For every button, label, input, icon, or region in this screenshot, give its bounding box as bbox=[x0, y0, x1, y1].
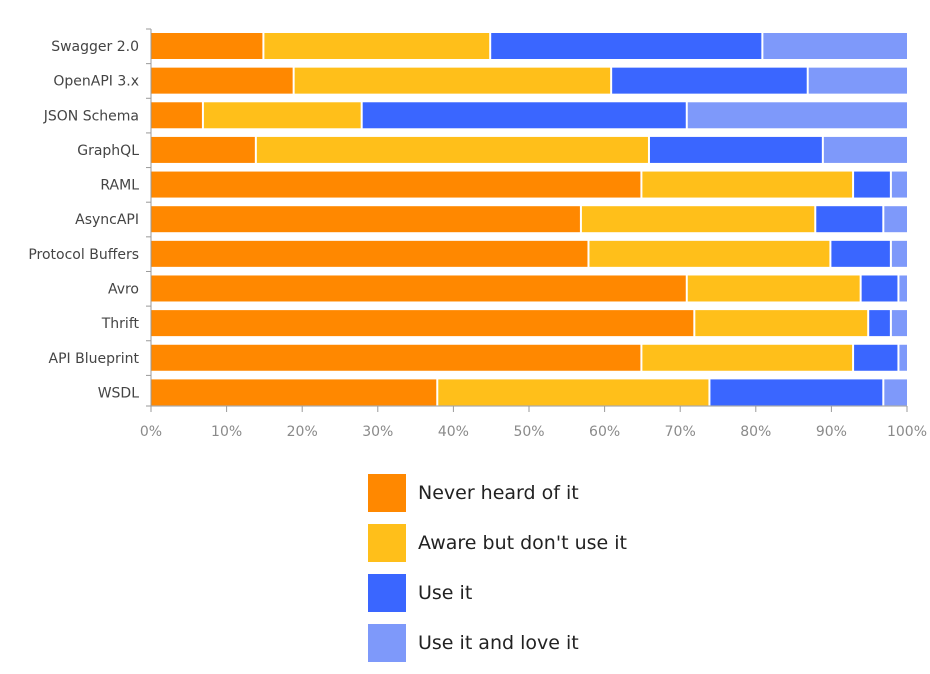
x-tick-label: 30% bbox=[362, 424, 393, 440]
category-label: Protocol Buffers bbox=[28, 247, 139, 263]
bar-segment bbox=[899, 344, 907, 371]
bar-segment bbox=[854, 171, 890, 198]
bar-segment bbox=[884, 379, 907, 406]
legend-swatch bbox=[368, 474, 406, 512]
bar-segment bbox=[151, 379, 437, 406]
bar-segment bbox=[151, 206, 580, 233]
y-axis: Swagger 2.0 OpenAPI 3.x JSON Schema GraphQL… bbox=[28, 28, 152, 407]
category-label: Thrift bbox=[101, 316, 140, 332]
bar-segment bbox=[151, 310, 694, 337]
legend-item-use-it: Use it bbox=[368, 574, 627, 612]
x-tick-label: 20% bbox=[287, 424, 318, 440]
category-label: OpenAPI 3.x bbox=[53, 74, 139, 90]
bar-segment bbox=[151, 240, 588, 267]
x-tick-label: 90% bbox=[816, 424, 847, 440]
bar-segment bbox=[151, 344, 641, 371]
bar-segment bbox=[816, 206, 883, 233]
bar-segment bbox=[203, 102, 361, 129]
bar-segment bbox=[823, 136, 907, 163]
category-label: Swagger 2.0 bbox=[51, 39, 139, 55]
bar-segment bbox=[642, 344, 853, 371]
legend-item-aware: Aware but don't use it bbox=[368, 524, 627, 562]
bars-layer bbox=[151, 33, 907, 406]
bar-segment bbox=[808, 67, 907, 94]
bar-segment bbox=[362, 102, 686, 129]
bar-segment bbox=[581, 206, 815, 233]
legend-item-never-heard: Never heard of it bbox=[368, 474, 627, 512]
legend-swatch bbox=[368, 574, 406, 612]
bar-segment bbox=[264, 33, 490, 59]
bar-segment bbox=[612, 67, 807, 94]
x-tick-label: 0% bbox=[140, 424, 162, 440]
bar-segment bbox=[861, 275, 898, 302]
bar-segment bbox=[687, 102, 907, 129]
x-tick-label: 100% bbox=[887, 424, 927, 440]
x-tick-label: 80% bbox=[740, 424, 771, 440]
bar-segment bbox=[869, 310, 890, 337]
category-label: RAML bbox=[100, 178, 139, 194]
bar-segment bbox=[899, 275, 907, 302]
bar-segment bbox=[891, 240, 907, 267]
bar-segment bbox=[891, 171, 907, 198]
x-tick-label: 60% bbox=[589, 424, 620, 440]
legend-label: Use it and love it bbox=[418, 632, 579, 654]
category-label: JSON Schema bbox=[43, 108, 139, 124]
bar-segment bbox=[642, 171, 853, 198]
x-tick-label: 40% bbox=[438, 424, 469, 440]
bar-segment bbox=[695, 310, 868, 337]
bar-segment bbox=[854, 344, 898, 371]
bar-segment bbox=[151, 102, 202, 129]
bar-segment bbox=[151, 136, 255, 163]
x-tick-label: 10% bbox=[211, 424, 242, 440]
x-tick-label: 70% bbox=[665, 424, 696, 440]
category-label: AsyncAPI bbox=[75, 212, 139, 228]
bar-segment bbox=[438, 379, 709, 406]
bar-segment bbox=[151, 67, 293, 94]
legend-swatch bbox=[368, 624, 406, 662]
bar-segment bbox=[491, 33, 762, 59]
bar-segment bbox=[151, 171, 641, 198]
category-label: API Blueprint bbox=[49, 351, 140, 367]
bar-segment bbox=[831, 240, 890, 267]
category-label: Avro bbox=[108, 281, 139, 297]
bar-segment bbox=[884, 206, 907, 233]
legend-label: Aware but don't use it bbox=[418, 532, 627, 554]
bar-segment bbox=[151, 275, 686, 302]
bar-segment bbox=[256, 136, 648, 163]
bar-segment bbox=[151, 33, 263, 59]
legend-label: Never heard of it bbox=[418, 482, 579, 504]
stacked-bar-chart: Swagger 2.0 OpenAPI 3.x JSON Schema GraphQL… bbox=[28, 28, 927, 440]
bar-segment bbox=[649, 136, 822, 163]
bar-segment bbox=[687, 275, 860, 302]
bar-segment bbox=[294, 67, 611, 94]
bar-segment bbox=[589, 240, 830, 267]
legend: Never heard of it Aware but don't use it… bbox=[368, 474, 627, 674]
x-tick-label: 50% bbox=[513, 424, 544, 440]
bar-segment bbox=[763, 33, 907, 59]
category-label: WSDL bbox=[98, 385, 140, 401]
legend-label: Use it bbox=[418, 582, 473, 604]
legend-item-love-it: Use it and love it bbox=[368, 624, 627, 662]
bar-segment bbox=[710, 379, 883, 406]
bar-segment bbox=[891, 310, 907, 337]
x-axis: 0% 10% 20% 30% 40% 50% 60% 70% 80% 90% 100% bbox=[140, 405, 927, 440]
category-label: GraphQL bbox=[77, 143, 139, 159]
legend-swatch bbox=[368, 524, 406, 562]
